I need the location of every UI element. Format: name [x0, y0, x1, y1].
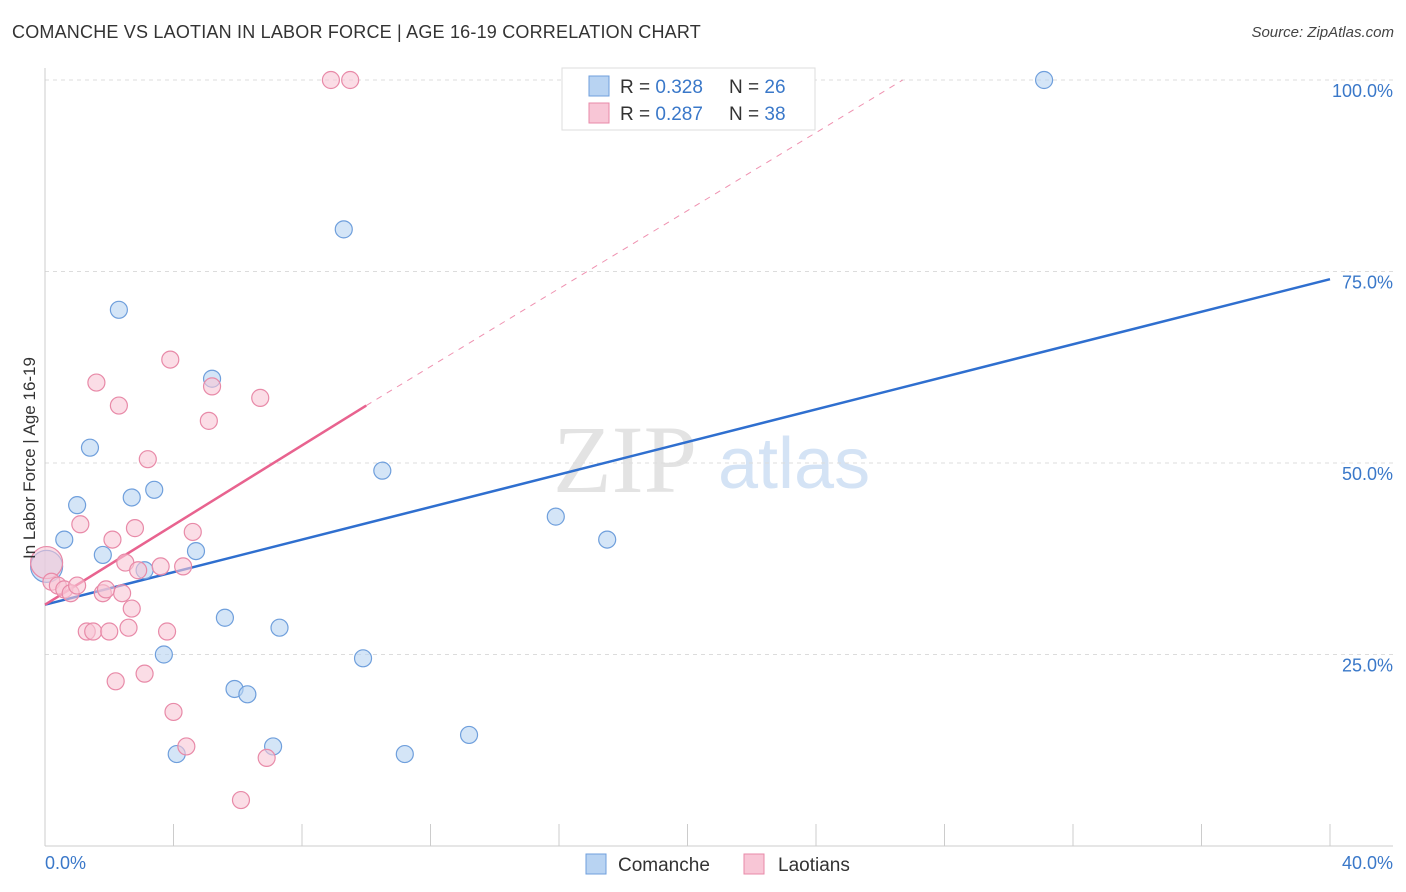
- laotians-point: [199, 411, 218, 430]
- watermark-atlas: atlas: [718, 424, 870, 504]
- legend-n-label: N =: [729, 77, 764, 98]
- comanche-point: [145, 480, 164, 499]
- laotians-point: [231, 790, 251, 810]
- comanche-point: [353, 649, 373, 668]
- svg-text:N = 26: N = 26: [729, 77, 786, 98]
- comanche-point: [270, 618, 289, 637]
- legend-r-label: R =: [620, 77, 655, 98]
- laotians-point: [68, 576, 87, 595]
- legend-n-label: N =: [729, 104, 764, 125]
- laotians-point: [202, 377, 222, 396]
- laotians-point: [161, 350, 180, 369]
- axes: [44, 68, 1393, 847]
- laotians-point: [157, 622, 177, 641]
- bottom-legend-label-laotians: Laotians: [778, 855, 850, 876]
- svg-text:N = 38: N = 38: [729, 104, 786, 125]
- laotians-point: [257, 748, 276, 768]
- legend-swatch-laotians: [588, 102, 610, 124]
- laotians-trend-extension: [365, 79, 903, 406]
- laotians-point: [71, 515, 90, 534]
- laotians-point: [96, 580, 116, 599]
- source-label: Source: ZipAtlas.com: [1251, 24, 1394, 41]
- comanche-point: [68, 496, 87, 515]
- y-tick-label: 50.0%: [1342, 464, 1393, 484]
- laotians-point: [87, 373, 106, 392]
- laotians-point: [112, 584, 132, 603]
- laotians-point: [138, 450, 157, 469]
- legend-swatch-comanche: [588, 75, 610, 97]
- laotians-point: [341, 70, 360, 90]
- bottom-legend-swatch-comanche: [585, 853, 607, 875]
- laotians-point: [106, 672, 125, 691]
- svg-text:R = 0.328: R = 0.328: [620, 77, 703, 98]
- laotians-point: [84, 622, 103, 641]
- comanche-point: [1034, 70, 1054, 90]
- laotians-point: [129, 561, 148, 580]
- legend-n-value: 38: [764, 104, 785, 125]
- comanche-point: [80, 438, 100, 457]
- laotians-point: [177, 737, 196, 756]
- laotians-point: [119, 618, 138, 637]
- y-tick-label: 75.0%: [1342, 273, 1393, 293]
- laotians-point: [125, 519, 145, 538]
- comanche-point: [215, 608, 234, 627]
- comanche-point: [238, 685, 257, 704]
- legend-box: R = 0.328 N = 26 R = 0.287 N = 38: [561, 67, 816, 131]
- comanche-point: [186, 541, 206, 561]
- laotians-point: [135, 664, 154, 683]
- laotians-point: [122, 599, 141, 618]
- laotians-point: [103, 530, 122, 549]
- laotians-point: [321, 70, 341, 90]
- legend-r-value: 0.328: [655, 77, 703, 98]
- grid-lines: [45, 79, 1393, 655]
- comanche-trend-line: [44, 277, 1331, 606]
- svg-text:R = 0.287: R = 0.287: [620, 104, 703, 125]
- comanche-point: [109, 300, 128, 319]
- laotians-point: [251, 388, 270, 407]
- comanche-point: [459, 725, 479, 745]
- data-points: [30, 70, 1054, 810]
- trend-lines: [44, 79, 1331, 606]
- watermark-zip: ZIP: [553, 406, 697, 513]
- bottom-legend: Comanche Laotians: [585, 853, 850, 876]
- comanche-point: [93, 545, 112, 565]
- laotians-point: [164, 702, 183, 722]
- legend-r-label: R =: [620, 104, 655, 125]
- x-tick-label: 40.0%: [1342, 853, 1393, 873]
- legend-n-value: 26: [764, 77, 785, 98]
- laotians-point: [109, 396, 128, 415]
- comanche-point: [395, 744, 414, 764]
- comanche-point: [55, 530, 74, 549]
- comanche-point: [122, 488, 141, 507]
- laotians-trend-line: [44, 404, 367, 606]
- bottom-legend-label-comanche: Comanche: [618, 855, 710, 876]
- laotians-point: [100, 622, 119, 641]
- comanche-point: [334, 220, 353, 239]
- laotians-point: [151, 557, 170, 576]
- tick-labels: 25.0% 50.0% 75.0% 100.0% 0.0% 40.0%: [45, 81, 1393, 873]
- comanche-point: [154, 645, 173, 664]
- x-tick-label: 0.0%: [45, 853, 86, 873]
- comanche-point: [373, 461, 392, 480]
- legend-r-value: 0.287: [655, 104, 703, 125]
- laotians-point: [174, 557, 193, 576]
- comanche-point: [546, 507, 565, 526]
- bottom-legend-swatch-laotians: [743, 853, 765, 875]
- comanche-point: [598, 530, 617, 549]
- y-tick-label: 100.0%: [1332, 81, 1393, 101]
- laotians-point: [183, 522, 202, 542]
- chart-title: COMANCHE VS LAOTIAN IN LABOR FORCE | AGE…: [12, 22, 701, 42]
- y-tick-label: 25.0%: [1342, 656, 1393, 676]
- y-axis-label: In Labor Force | Age 16-19: [20, 357, 39, 559]
